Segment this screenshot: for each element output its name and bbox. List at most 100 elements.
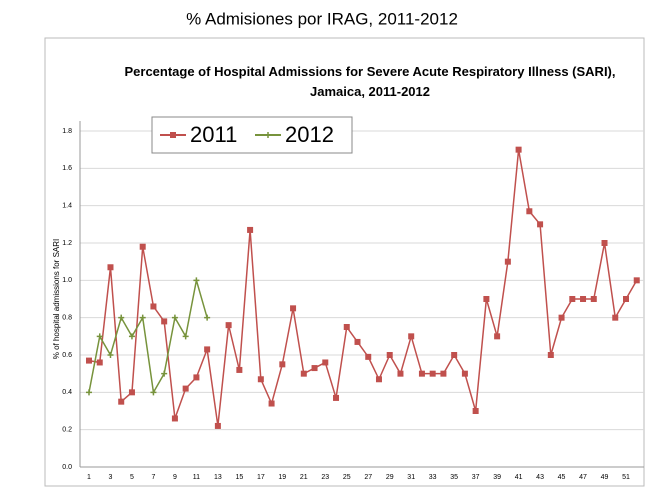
point xyxy=(386,352,393,358)
point xyxy=(633,277,640,284)
y-axis-label: % of hospital admissions for SARI xyxy=(52,239,61,360)
x-tick-label: 49 xyxy=(601,474,609,481)
y-tick-label: 0.0 xyxy=(62,464,72,471)
point xyxy=(171,415,178,422)
x-tick-label: 13 xyxy=(214,474,222,481)
x-tick-label: 19 xyxy=(278,474,286,481)
point xyxy=(247,226,254,233)
point xyxy=(279,361,286,368)
point xyxy=(569,296,576,302)
point xyxy=(365,353,372,360)
x-tick-label: 47 xyxy=(579,474,587,481)
point xyxy=(515,146,522,153)
point xyxy=(451,352,458,358)
x-tick-label: 45 xyxy=(558,474,566,481)
x-tick-label: 27 xyxy=(364,474,372,481)
point xyxy=(193,277,200,284)
point xyxy=(290,305,297,312)
point xyxy=(86,389,92,396)
point xyxy=(623,296,629,302)
point xyxy=(397,370,404,377)
point xyxy=(161,370,168,377)
point xyxy=(193,374,200,381)
page-title: % Admisiones por IRAG, 2011-2012 xyxy=(186,9,458,28)
point xyxy=(472,408,479,414)
point xyxy=(343,324,350,330)
point xyxy=(265,132,271,138)
y-tick-label: 0.6 xyxy=(62,352,72,359)
legend-label: 2012 xyxy=(285,122,334,147)
point xyxy=(150,389,157,396)
x-tick-label: 29 xyxy=(386,474,394,481)
x-tick-label: 37 xyxy=(472,474,480,481)
x-tick-label: 35 xyxy=(450,474,458,481)
point xyxy=(139,314,146,321)
x-tick-label: 33 xyxy=(429,474,437,481)
y-tick-label: 1.8 xyxy=(62,128,72,135)
point xyxy=(96,333,103,340)
point xyxy=(170,132,176,138)
point xyxy=(483,296,490,302)
y-tick-label: 0.8 xyxy=(62,315,72,322)
chart-frame xyxy=(44,37,645,487)
x-tick-label: 3 xyxy=(109,474,113,481)
point xyxy=(461,370,468,377)
point xyxy=(128,333,135,340)
point xyxy=(322,359,329,366)
x-tick-label: 5 xyxy=(130,474,134,481)
point xyxy=(268,400,275,407)
series-line xyxy=(88,149,638,427)
point xyxy=(547,352,554,358)
x-tick-label: 25 xyxy=(343,474,351,481)
point xyxy=(526,208,533,215)
legend-label: 2011 xyxy=(190,122,237,147)
point xyxy=(128,389,135,396)
point xyxy=(139,243,146,250)
point xyxy=(107,352,114,358)
point xyxy=(300,370,307,377)
y-tick-label: 0.4 xyxy=(62,389,72,396)
point xyxy=(429,370,436,377)
point xyxy=(590,296,597,302)
point xyxy=(182,333,189,340)
x-tick-label: 15 xyxy=(235,474,243,481)
x-tick-label: 43 xyxy=(536,474,544,481)
y-tick-label: 1.0 xyxy=(62,277,72,284)
x-tick-label: 51 xyxy=(622,474,630,481)
point xyxy=(182,385,189,392)
x-tick-label: 1 xyxy=(87,474,91,481)
x-tick-label: 9 xyxy=(173,474,177,481)
y-tick-label: 1.6 xyxy=(62,165,72,172)
point xyxy=(204,314,211,321)
point xyxy=(204,346,211,353)
point xyxy=(107,264,114,271)
point xyxy=(86,357,92,364)
point xyxy=(440,370,447,377)
point xyxy=(580,296,587,302)
x-tick-label: 7 xyxy=(151,474,155,481)
point xyxy=(96,359,103,366)
point xyxy=(494,333,501,340)
x-tick-label: 11 xyxy=(193,474,200,481)
point xyxy=(118,398,125,405)
point xyxy=(612,314,619,321)
point xyxy=(118,314,125,321)
point xyxy=(375,376,382,383)
x-tick-label: 21 xyxy=(300,474,308,481)
point xyxy=(558,314,565,321)
x-tick-label: 17 xyxy=(257,474,265,481)
y-tick-label: 1.2 xyxy=(62,240,72,247)
point xyxy=(418,370,425,377)
series-line xyxy=(88,280,208,395)
y-tick-label: 0.2 xyxy=(62,427,72,434)
point xyxy=(236,366,243,373)
point xyxy=(171,314,178,321)
point xyxy=(504,258,511,265)
point xyxy=(408,333,415,340)
point xyxy=(150,303,157,310)
point xyxy=(311,365,318,372)
point xyxy=(333,394,340,401)
x-tick-label: 39 xyxy=(493,474,501,481)
